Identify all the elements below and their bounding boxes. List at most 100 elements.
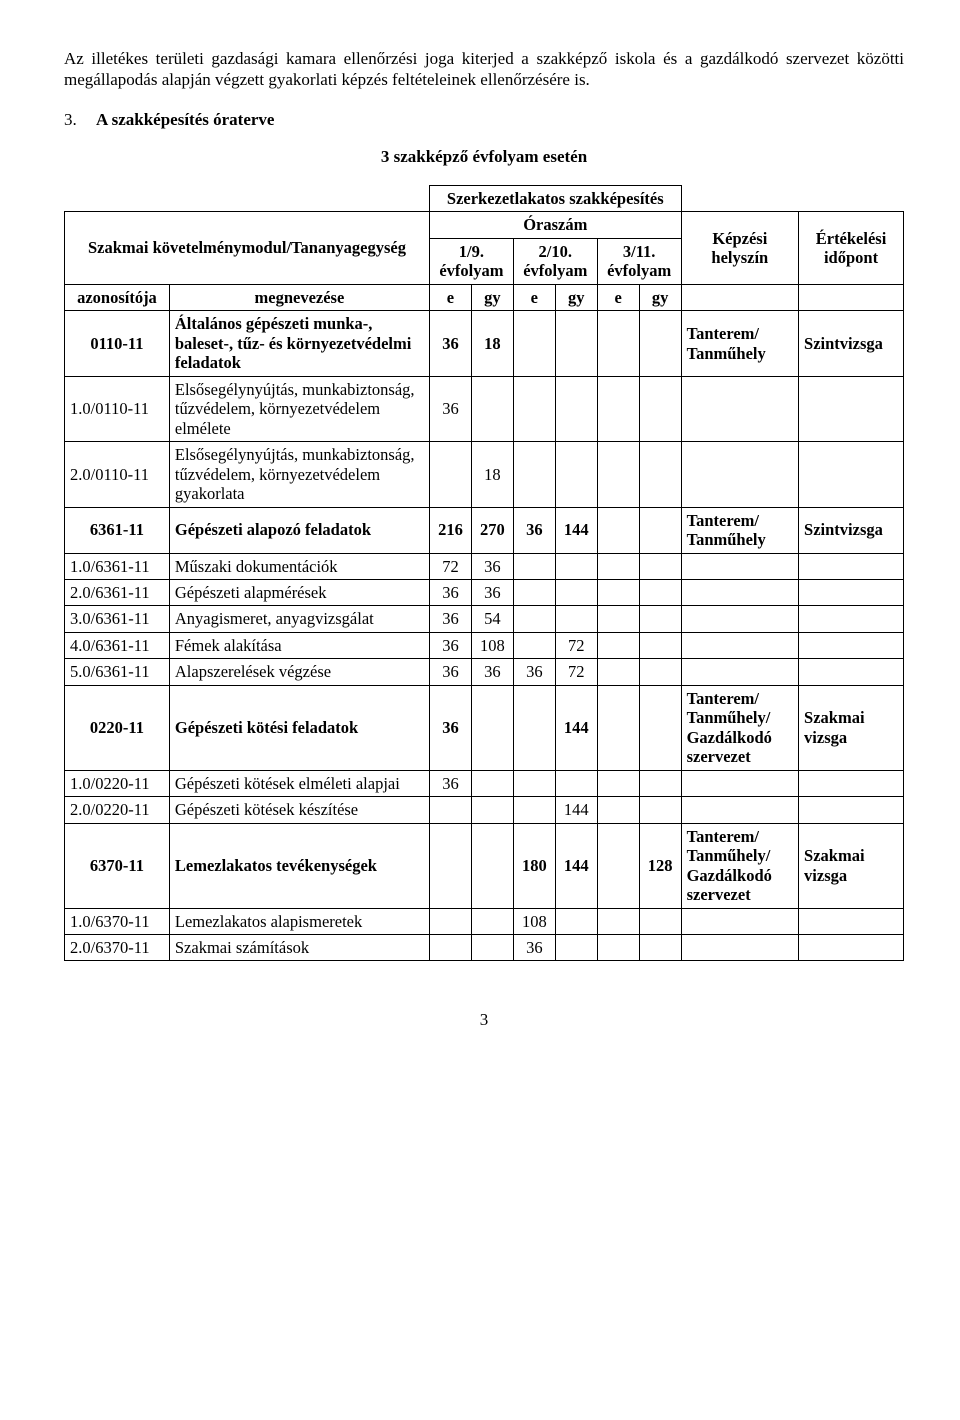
cell-name: Gépészeti alapozó feladatok <box>169 507 429 553</box>
cell-val <box>597 311 639 376</box>
cell-val <box>513 606 555 632</box>
cell-val <box>639 606 681 632</box>
cell-val <box>555 553 597 579</box>
table-title: Szerkezetlakatos szakképesítés <box>429 186 681 212</box>
cell-val: 270 <box>471 507 513 553</box>
cell-val <box>597 908 639 934</box>
cell-val: 54 <box>471 606 513 632</box>
cell-val <box>555 770 597 796</box>
cell-name: Szakmai számítások <box>169 935 429 961</box>
cell-val <box>597 685 639 770</box>
table-row: 0110-11 Általános gépészeti munka-, bale… <box>65 311 904 376</box>
cell-val: 36 <box>513 507 555 553</box>
subheading: 3 szakképző évfolyam esetén <box>64 146 904 167</box>
cell-name: Lemezlakatos alapismeretek <box>169 908 429 934</box>
cell-id: 1.0/0110-11 <box>65 376 170 441</box>
cell-id: 0110-11 <box>65 311 170 376</box>
cell-val: 36 <box>429 659 471 685</box>
cell-val: 36 <box>471 579 513 605</box>
curriculum-table: Szerkezetlakatos szakképesítés Szakmai k… <box>64 185 904 961</box>
cell-val <box>471 797 513 823</box>
cell-val <box>555 376 597 441</box>
cell-val: 180 <box>513 823 555 908</box>
blank-cell <box>681 632 798 658</box>
cell-val <box>597 797 639 823</box>
hdr-name: megnevezése <box>169 284 429 310</box>
cell-id: 1.0/6361-11 <box>65 553 170 579</box>
cell-name: Gépészeti alapmérések <box>169 579 429 605</box>
intro-paragraph: Az illetékes területi gazdasági kamara e… <box>64 48 904 91</box>
cell-id: 6370-11 <box>65 823 170 908</box>
cell-name: Lemezlakatos tevékenységek <box>169 823 429 908</box>
cell-val <box>597 632 639 658</box>
blank-cell <box>799 606 904 632</box>
cell-loc: Tanterem/ Tanműhely <box>681 311 798 376</box>
blank-cell <box>65 186 430 212</box>
cell-val <box>639 632 681 658</box>
cell-val <box>639 507 681 553</box>
cell-val <box>513 553 555 579</box>
table-row: 3.0/6361-11 Anyagismeret, anyagvizsgálat… <box>65 606 904 632</box>
cell-val: 36 <box>429 376 471 441</box>
cell-id: 2.0/0110-11 <box>65 442 170 507</box>
table-row: 5.0/6361-11 Alapszerelések végzése 36 36… <box>65 659 904 685</box>
cell-val <box>639 579 681 605</box>
cell-val <box>597 579 639 605</box>
blank-cell <box>681 186 903 212</box>
cell-id: 2.0/6361-11 <box>65 579 170 605</box>
hdr-gy: gy <box>555 284 597 310</box>
blank-cell <box>681 908 798 934</box>
blank-cell <box>681 553 798 579</box>
cell-loc: Tanterem/ Tanműhely/ Gazdálkodó szerveze… <box>681 685 798 770</box>
col-hours: Óraszám <box>429 212 681 238</box>
cell-val: 72 <box>555 632 597 658</box>
col-location: Képzési helyszín <box>681 212 798 284</box>
hdr-e: e <box>597 284 639 310</box>
cell-val <box>639 553 681 579</box>
table-row: 2.0/6370-11 Szakmai számítások 36 <box>65 935 904 961</box>
hdr-gy: gy <box>471 284 513 310</box>
cell-val <box>555 311 597 376</box>
cell-id: 2.0/0220-11 <box>65 797 170 823</box>
cell-val <box>429 823 471 908</box>
blank-cell <box>681 579 798 605</box>
blank-cell <box>681 797 798 823</box>
cell-name: Általános gépészeti munka-, baleset-, tű… <box>169 311 429 376</box>
cell-val <box>597 823 639 908</box>
cell-val <box>471 685 513 770</box>
cell-eval: Szintvizsga <box>799 311 904 376</box>
cell-name: Műszaki dokumentációk <box>169 553 429 579</box>
col-year2: 2/10. évfolyam <box>513 238 597 284</box>
page-number: 3 <box>64 1009 904 1030</box>
cell-id: 4.0/6361-11 <box>65 632 170 658</box>
hdr-id: azonosítója <box>65 284 170 310</box>
cell-val <box>555 908 597 934</box>
cell-val <box>639 935 681 961</box>
cell-name: Gépészeti kötések elméleti alapjai <box>169 770 429 796</box>
blank-cell <box>799 284 904 310</box>
table-row: 2.0/0110-11 Elsősegélynyújtás, munkabizt… <box>65 442 904 507</box>
blank-cell <box>799 442 904 507</box>
cell-val: 108 <box>471 632 513 658</box>
blank-cell <box>799 376 904 441</box>
col-year1: 1/9. évfolyam <box>429 238 513 284</box>
cell-val: 108 <box>513 908 555 934</box>
cell-val <box>639 685 681 770</box>
cell-val: 36 <box>429 606 471 632</box>
cell-val: 36 <box>429 685 471 770</box>
cell-val: 36 <box>471 553 513 579</box>
cell-val <box>639 442 681 507</box>
blank-cell <box>799 579 904 605</box>
cell-val <box>513 797 555 823</box>
col-year3: 3/11. évfolyam <box>597 238 681 284</box>
cell-name: Elsősegélynyújtás, munkabiztonság, tűzvé… <box>169 376 429 441</box>
blank-cell <box>799 632 904 658</box>
cell-val: 36 <box>429 311 471 376</box>
table-row: 1.0/0220-11 Gépészeti kötések elméleti a… <box>65 770 904 796</box>
table-row: Szakmai követelménymodul/Tananyagegység … <box>65 212 904 238</box>
cell-val <box>597 606 639 632</box>
cell-val: 72 <box>555 659 597 685</box>
cell-val: 144 <box>555 507 597 553</box>
cell-loc: Tanterem/ Tanműhely/ Gazdálkodó szerveze… <box>681 823 798 908</box>
blank-cell <box>799 659 904 685</box>
